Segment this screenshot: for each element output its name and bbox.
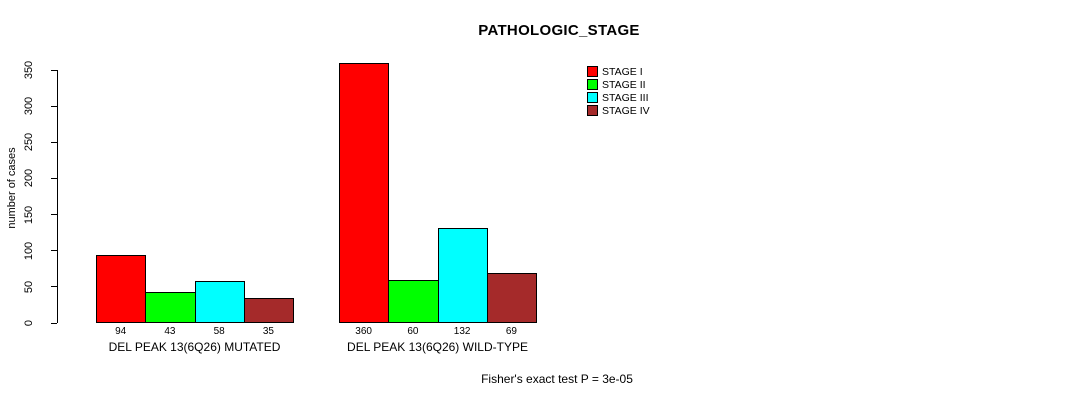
y-tick-label: 200 <box>23 169 35 188</box>
stage-iii-bar-wild-type <box>437 227 488 323</box>
stage-iv-bar-mutated <box>243 297 294 323</box>
y-tick <box>51 69 57 71</box>
y-axis-line <box>57 70 58 323</box>
y-tick <box>51 141 57 143</box>
stage-i-bar-mutated <box>96 255 147 323</box>
legend-swatch <box>587 79 598 90</box>
y-tick-label: 150 <box>23 205 35 224</box>
stage-ii-bar-wild-type <box>388 279 439 323</box>
legend-label: STAGE IV <box>602 104 650 117</box>
bar-value-label: 43 <box>164 326 176 337</box>
stage-iv-bar-wild-type <box>486 273 537 323</box>
legend-item: STAGE III <box>587 91 650 104</box>
x-category-label: DEL PEAK 13(6Q26) MUTATED <box>108 340 281 354</box>
legend-label: STAGE I <box>602 65 643 78</box>
y-tick-label: 350 <box>23 60 35 80</box>
y-tick-label: 250 <box>23 133 35 152</box>
bar-value-label: 360 <box>355 326 372 337</box>
bar-value-label: 58 <box>213 326 225 337</box>
legend-item: STAGE II <box>587 78 650 91</box>
chart-title: PATHOLOGIC_STAGE <box>478 22 640 39</box>
legend-item: STAGE IV <box>587 104 650 117</box>
bar-value-label: 35 <box>262 326 274 337</box>
bar-value-label: 69 <box>505 326 517 337</box>
legend-swatch <box>587 66 598 77</box>
stage-ii-bar-mutated <box>145 291 196 323</box>
legend: STAGE I STAGE II STAGE III STAGE IV <box>587 66 650 118</box>
bar-value-label: 94 <box>115 326 127 337</box>
bar-value-label: 132 <box>453 326 471 337</box>
legend-swatch <box>587 105 598 116</box>
y-tick-label: 50 <box>23 280 35 293</box>
y-tick <box>51 214 57 216</box>
legend-swatch <box>587 92 598 103</box>
stage-i-bar-wild-type <box>339 62 390 323</box>
y-tick <box>51 250 57 252</box>
fisher-test-annotation: Fisher's exact test P = 3e-05 <box>481 372 633 386</box>
x-category-label: DEL PEAK 13(6Q26) WILD-TYPE <box>347 340 528 354</box>
legend-label: STAGE II <box>602 78 646 91</box>
stage-iii-bar-mutated <box>194 281 245 323</box>
y-tick-label: 300 <box>23 96 35 116</box>
y-tick-label: 100 <box>23 241 35 260</box>
y-tick <box>51 322 57 324</box>
y-tick <box>51 177 57 179</box>
y-tick-label: 0 <box>23 319 35 327</box>
y-tick <box>51 105 57 107</box>
y-tick <box>51 286 57 288</box>
legend-label: STAGE III <box>602 91 649 104</box>
legend-item: STAGE I <box>587 65 650 78</box>
bar-value-label: 60 <box>407 326 419 337</box>
